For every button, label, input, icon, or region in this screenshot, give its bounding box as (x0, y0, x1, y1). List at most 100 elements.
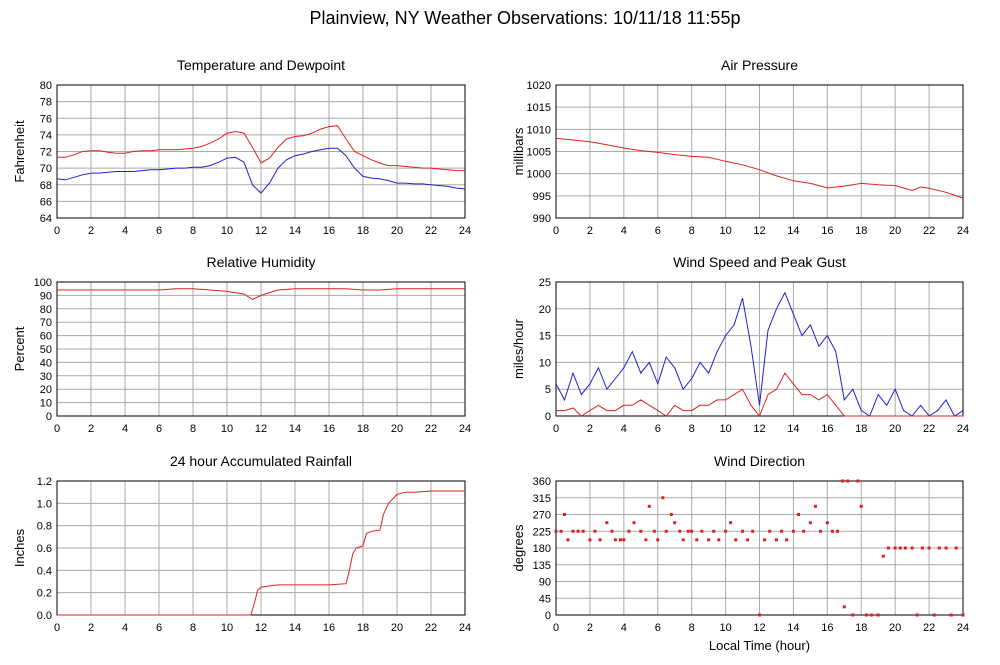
data-point (627, 529, 631, 533)
data-point (673, 521, 677, 525)
y-tick-label: 90 (40, 290, 52, 302)
x-tick-label: 16 (323, 622, 335, 634)
x-tick-label: 4 (621, 622, 627, 634)
data-point (681, 538, 685, 542)
data-point (802, 529, 806, 533)
y-tick-label: 80 (40, 304, 52, 316)
data-point (886, 546, 890, 550)
data-point (825, 521, 829, 525)
data-point (846, 479, 850, 483)
y-axis-label: miles/hour (511, 318, 526, 379)
x-tick-label: 4 (621, 423, 627, 435)
x-tick-label: 12 (753, 225, 765, 237)
x-tick-label: 24 (957, 225, 969, 237)
y-tick-label: 0.2 (37, 588, 52, 600)
data-point (797, 513, 801, 516)
data-point (741, 529, 745, 533)
data-point (830, 529, 834, 533)
data-point (618, 538, 622, 542)
data-point (841, 479, 845, 483)
data-point (669, 513, 673, 516)
y-tick-label: 360 (533, 476, 551, 488)
y-tick-label: 0 (545, 411, 551, 423)
data-point (639, 529, 643, 533)
data-point (768, 529, 772, 533)
x-tick-label: 16 (323, 225, 335, 237)
x-tick-label: 0 (54, 622, 60, 634)
x-tick-label: 18 (357, 423, 369, 435)
data-point (903, 546, 907, 550)
x-tick-label: 24 (459, 423, 471, 435)
y-tick-label: 66 (40, 196, 52, 208)
x-tick-label: 0 (553, 622, 559, 634)
y-tick-label: 10 (539, 357, 551, 369)
x-tick-label: 12 (255, 423, 267, 435)
data-point (588, 538, 592, 542)
x-tick-label: 4 (122, 423, 128, 435)
y-tick-label: 64 (40, 213, 52, 225)
y-tick-label: 1010 (527, 124, 551, 136)
x-tick-label: 12 (255, 622, 267, 634)
plot-frame (56, 281, 466, 417)
plot-frame (56, 84, 466, 219)
data-point (856, 479, 860, 483)
data-point (836, 529, 840, 533)
data-point (656, 538, 660, 542)
y-tick-label: 0 (545, 610, 551, 622)
y-tick-label: 10 (40, 398, 52, 410)
y-tick-label: 225 (533, 526, 551, 538)
data-point (598, 538, 602, 542)
x-tick-label: 6 (655, 225, 661, 237)
y-tick-label: 80 (40, 80, 52, 92)
x-tick-label: 10 (719, 622, 731, 634)
data-line (56, 147, 466, 194)
data-point (864, 613, 868, 617)
y-tick-label: 315 (533, 493, 551, 505)
x-tick-label: 22 (923, 225, 935, 237)
x-tick-label: 14 (787, 423, 799, 435)
chart-title: Wind Direction (714, 453, 805, 469)
x-tick-label: 2 (587, 423, 593, 435)
x-tick-label: 18 (855, 225, 867, 237)
y-tick-label: 100 (34, 277, 52, 289)
x-tick-label: 22 (425, 423, 437, 435)
x-tick-label: 12 (255, 225, 267, 237)
x-tick-label: 10 (221, 622, 233, 634)
data-point (712, 529, 716, 533)
data-point (554, 529, 558, 533)
data-point (566, 538, 570, 542)
x-tick-label: 20 (391, 622, 403, 634)
x-tick-label: 6 (156, 622, 162, 634)
data-point (932, 613, 936, 617)
data-point (613, 538, 617, 542)
y-tick-label: 0.6 (37, 543, 52, 555)
data-point (690, 529, 694, 533)
x-tick-label: 4 (122, 622, 128, 634)
data-point (927, 546, 931, 550)
y-axis-label: millibars (511, 127, 526, 175)
x-tick-label: 14 (787, 622, 799, 634)
x-tick-label: 22 (923, 622, 935, 634)
data-point (819, 529, 823, 533)
y-axis-label: Percent (12, 326, 27, 371)
data-point (920, 546, 924, 550)
data-point (707, 538, 711, 542)
y-tick-label: 72 (40, 147, 52, 159)
data-point (647, 504, 651, 508)
x-tick-label: 20 (889, 225, 901, 237)
x-tick-label: 18 (357, 225, 369, 237)
y-tick-label: 0.4 (37, 565, 52, 577)
data-point (734, 538, 738, 542)
plot-frame (56, 480, 466, 616)
y-axis-label: Inches (12, 528, 27, 567)
data-point (954, 546, 958, 550)
x-tick-label: 16 (821, 622, 833, 634)
x-tick-label: 6 (156, 225, 162, 237)
x-tick-label: 22 (425, 622, 437, 634)
data-point (593, 529, 597, 533)
y-tick-label: 74 (40, 130, 52, 142)
y-tick-label: 70 (40, 317, 52, 329)
data-point (661, 496, 665, 500)
y-tick-label: 135 (533, 560, 551, 572)
x-tick-label: 4 (621, 225, 627, 237)
